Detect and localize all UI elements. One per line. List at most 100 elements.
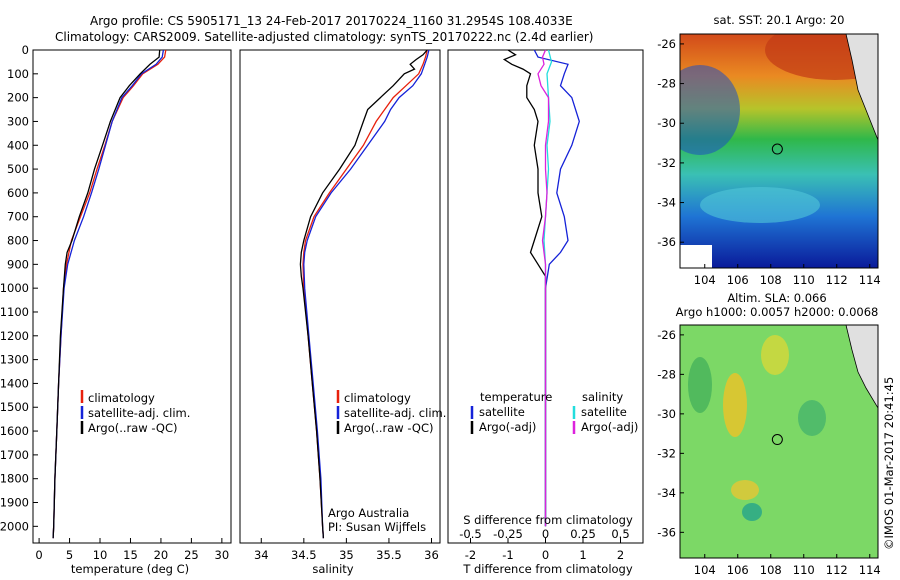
s-tick-label: 0.5 — [611, 527, 629, 541]
map-y-tick-label: -26 — [657, 328, 676, 342]
sla-low-anomaly — [798, 400, 826, 436]
annotation-argo-australia: Argo Australia — [328, 506, 409, 520]
map-x-tick-label: 108 — [760, 563, 782, 577]
s-tick-label: 0 — [542, 527, 549, 541]
map-x-tick-label: 110 — [793, 273, 815, 287]
y-tick-label: 600 — [7, 186, 29, 200]
series-line-satellite-adj-clim- — [303, 49, 430, 539]
legend-label-climatology: climatology — [88, 391, 155, 405]
y-tick-label: 100 — [7, 67, 29, 81]
salinity-panel: 34 34.5 35 35.5 36 salinity climatology sate… — [239, 49, 446, 576]
temperature-legend: climatology satellite-adj. clim. Argo(..… — [80, 390, 190, 435]
x-tick-label: 25 — [184, 548, 199, 562]
series-line-argo-raw-qc- — [52, 49, 161, 539]
legend-label-s-satellite: satellite — [581, 405, 627, 419]
map-y-tick-label: -36 — [657, 235, 676, 249]
x-tick-label: 2 — [617, 548, 624, 562]
y-tick-label: 1500 — [0, 400, 29, 414]
sla-map-title: Altim. SLA: 0.066 — [727, 291, 826, 305]
temperature-xlabel: temperature (deg C) — [71, 562, 189, 576]
x-tick-label: -2 — [465, 548, 476, 562]
x-tick-label: 30 — [215, 548, 230, 562]
salinity-xlabel: salinity — [312, 562, 353, 576]
y-tick-label: 1300 — [0, 353, 29, 367]
map-x-tick-label: 104 — [694, 273, 716, 287]
series-line-t-satellite — [533, 49, 580, 527]
sla-high-anomaly — [723, 373, 747, 437]
sst-missing-data — [680, 245, 712, 268]
y-tick-label: 300 — [7, 114, 29, 128]
legend-label-argo: Argo(..raw -QC) — [88, 421, 178, 435]
map-y-tick-label: -36 — [657, 525, 676, 539]
difference-x-axis: -2 -1 0 1 2 -0.5 -0.25 0 0.25 0.5 — [459, 527, 629, 562]
temperature-panel: 0100200300400500600700800900100011001200… — [0, 43, 232, 576]
salinity-x-axis: 34 34.5 35 35.5 36 — [254, 538, 439, 562]
sst-warm-patch — [765, 34, 878, 80]
sst-cool-patch — [680, 65, 740, 155]
map-x-tick-label: 112 — [826, 273, 848, 287]
salinity-lines — [299, 49, 430, 539]
series-line-t-argo-adj- — [502, 49, 547, 527]
y-tick-label: 2000 — [0, 519, 29, 533]
annotation-pi: PI: Susan Wijffels — [328, 520, 426, 534]
sst-map-frame — [679, 33, 879, 269]
temperature-lines — [52, 49, 167, 539]
sla-field — [680, 325, 878, 558]
difference-panel: -2 -1 0 1 2 -0.5 -0.25 0 0.25 0.5 S difference fr… — [447, 49, 644, 576]
sla-map-frame — [679, 324, 879, 559]
map-y-tick-label: -28 — [657, 77, 676, 91]
depth-axis: 0 100 200 300 400 500 600 700 800 900 1000 1100 1200… — [0, 43, 38, 533]
series-line-s-argo-adj- — [537, 49, 550, 527]
s-tick-label: -0.5 — [459, 527, 481, 541]
x-tick-label: 36 — [424, 548, 439, 562]
coastline-sst — [845, 34, 878, 141]
argo-location-marker — [771, 143, 783, 155]
legend-label-argo: Argo(..raw -QC) — [344, 421, 434, 435]
y-tick-label: 800 — [7, 234, 29, 248]
map-y-tick-label: -32 — [657, 156, 676, 170]
x-tick-label: 34.5 — [291, 548, 317, 562]
legend-label-t-argo: Argo(-adj) — [479, 420, 536, 434]
legend-label-satellite: satellite-adj. clim. — [88, 406, 190, 420]
sst-map-title: sat. SST: 20.1 Argo: 20 — [714, 13, 845, 27]
y-tick-label: 1600 — [0, 424, 29, 438]
header-line-2: Climatology: CARS2009. Satellite-adjuste… — [55, 30, 593, 44]
x-tick-label: 35.5 — [376, 548, 402, 562]
sla-map: Altim. SLA: 0.066 Argo h1000: 0.0057 h20… — [657, 291, 881, 577]
legend-label-climatology: climatology — [344, 391, 411, 405]
x-tick-label: 5 — [66, 548, 73, 562]
y-tick-label: 1800 — [0, 472, 29, 486]
map-x-tick-label: 110 — [793, 563, 815, 577]
s-difference-label: S difference from climatology — [463, 513, 633, 527]
series-line-climatology — [302, 49, 428, 539]
y-tick-label: 0 — [22, 43, 29, 57]
difference-lines — [502, 49, 580, 527]
map-y-tick-label: -28 — [657, 367, 676, 381]
x-tick-label: 20 — [154, 548, 169, 562]
map-y-tick-label: -30 — [657, 407, 676, 421]
legend-title-salinity: salinity — [582, 390, 623, 404]
sla-high-anomaly — [731, 480, 759, 500]
y-tick-label: 400 — [7, 138, 29, 152]
y-tick-label: 700 — [7, 210, 29, 224]
x-tick-label: 0 — [542, 548, 549, 562]
sst-field — [680, 34, 878, 268]
series-line-argo-raw-qc- — [299, 49, 428, 539]
x-tick-label: 35 — [339, 548, 354, 562]
map-y-tick-label: -34 — [657, 196, 676, 210]
map-x-tick-label: 106 — [727, 563, 749, 577]
map-y-tick-label: -34 — [657, 486, 676, 500]
y-tick-label: 1100 — [0, 305, 29, 319]
map-x-tick-label: 114 — [859, 563, 881, 577]
argo-location-marker — [771, 434, 783, 446]
x-tick-label: 34 — [254, 548, 269, 562]
y-tick-label: 1700 — [0, 448, 29, 462]
y-tick-label: 1200 — [0, 329, 29, 343]
sla-map-subtitle: Argo h1000: 0.0057 h2000: 0.0068 — [676, 305, 879, 319]
sla-map-axes: 104 106 108 110 112 114 -26 -28 -30 -32 -34 -36 — [657, 328, 881, 577]
temperature-axes-frame — [32, 49, 232, 544]
map-y-tick-label: -30 — [657, 116, 676, 130]
map-y-tick-label: -32 — [657, 446, 676, 460]
sla-high-anomaly — [761, 335, 789, 375]
